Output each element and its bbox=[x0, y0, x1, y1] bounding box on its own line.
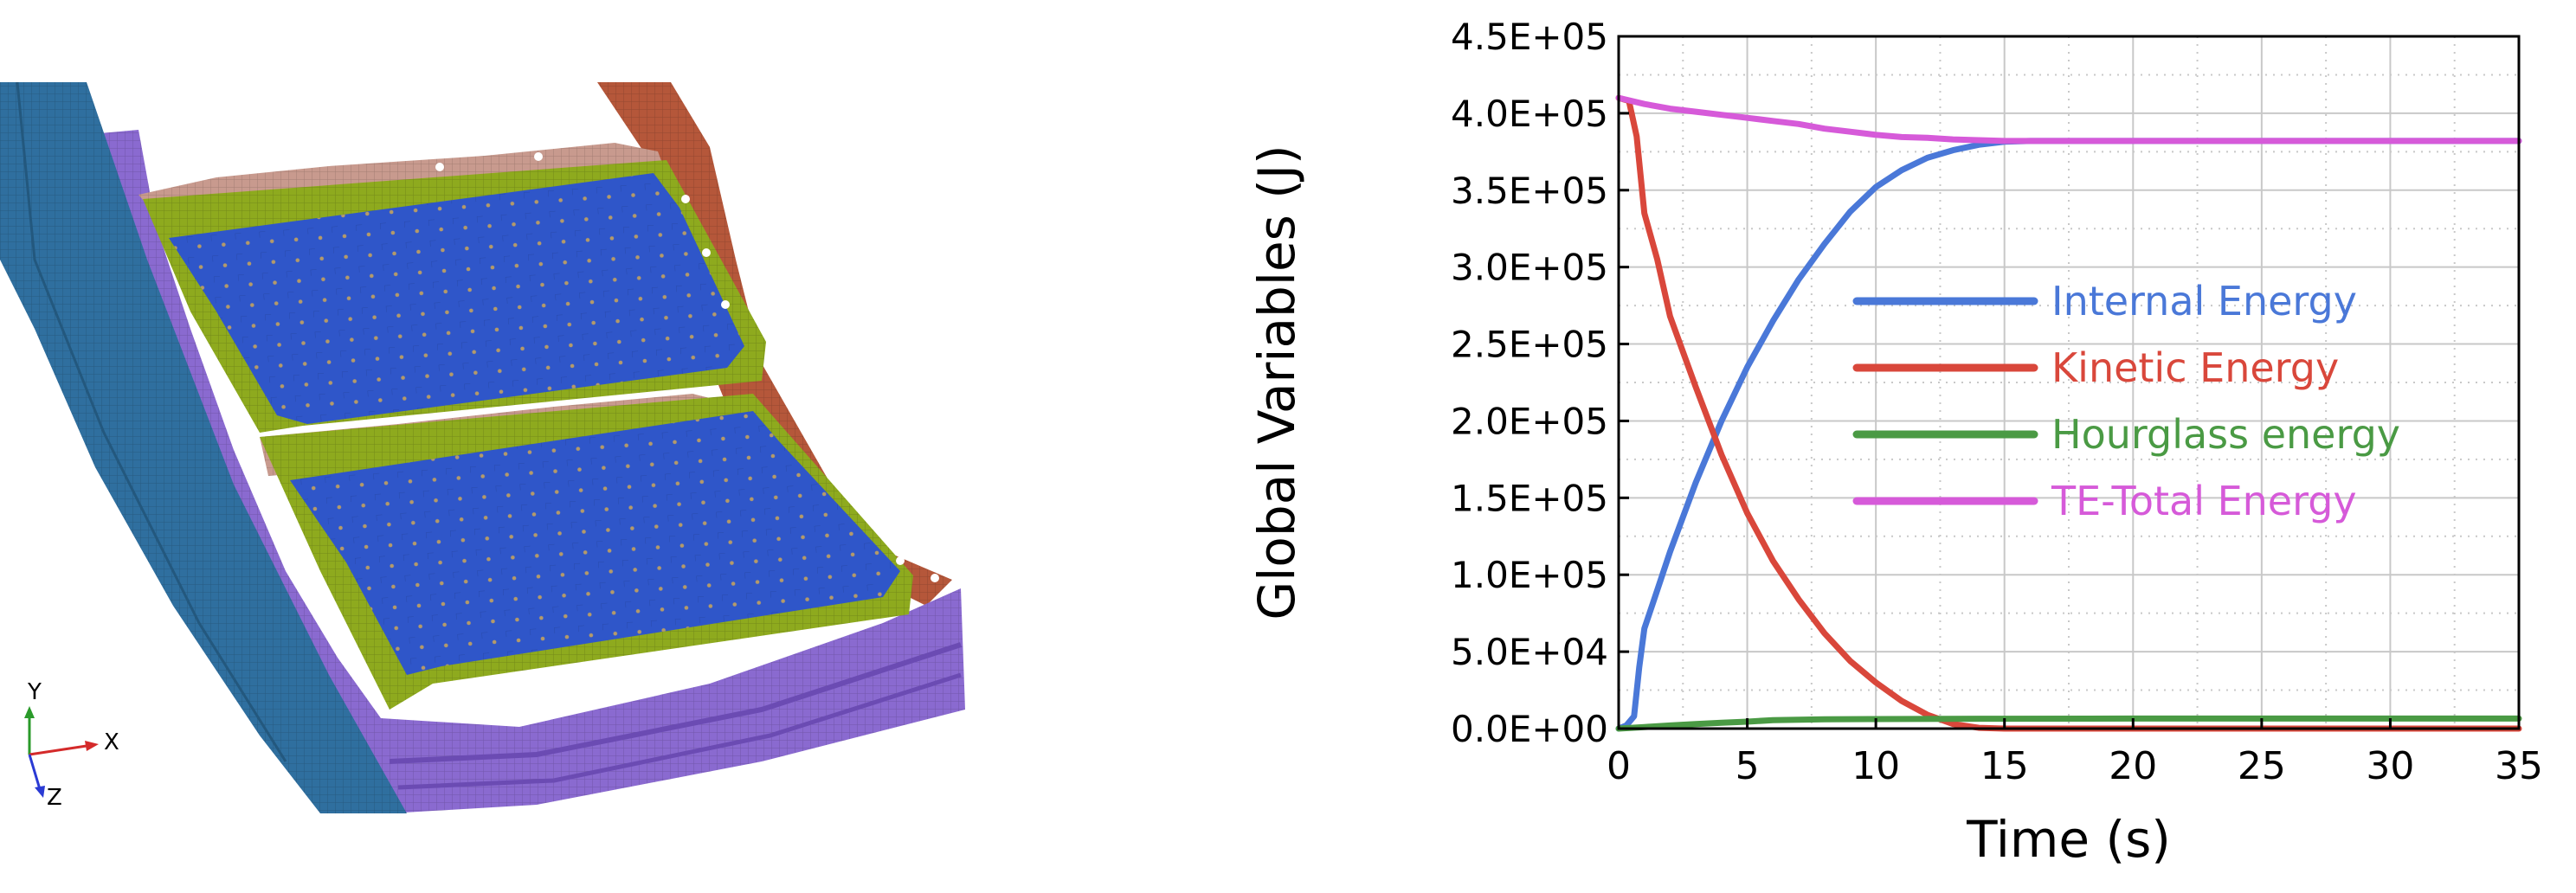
triad-z-axis bbox=[28, 754, 42, 790]
plot-frame bbox=[1617, 35, 2521, 730]
x-tick-label: 0 bbox=[1607, 744, 1631, 788]
energy-chart-svg: 0 5 10 15 20 25 30 35 0.0E+00 5.0E+04 1.0E+05 1.5E… bbox=[1247, 16, 2543, 869]
triad-y-arrow bbox=[24, 706, 35, 718]
triad-x-label: X bbox=[104, 729, 119, 755]
legend-label: Hourglass energy bbox=[2051, 411, 2400, 458]
y-axis-ticks: 0.0E+00 5.0E+04 1.0E+05 1.5E+05 2.0E+05 2.5E+… bbox=[1451, 16, 1629, 750]
y-tick-label: 1.0E+05 bbox=[1451, 554, 1608, 596]
series-line-te-total-energy bbox=[1615, 94, 2522, 145]
upper-battery-mat bbox=[169, 173, 744, 424]
frame-bolt-holes bbox=[435, 152, 939, 582]
triad-y-label: Y bbox=[27, 679, 42, 705]
legend-label: Internal Energy bbox=[2051, 278, 2357, 324]
lower-battery-mat bbox=[290, 411, 900, 675]
x-tick-label: 5 bbox=[1736, 744, 1760, 788]
y-tick-label: 3.5E+05 bbox=[1451, 170, 1608, 212]
y-tick-label: 3.0E+05 bbox=[1451, 247, 1608, 289]
steel-rail bbox=[0, 81, 407, 813]
x-tick-label: 10 bbox=[1852, 744, 1900, 788]
axis-triad: Y X Z bbox=[24, 679, 119, 811]
x-axis-title: Time (s) bbox=[1966, 810, 2171, 869]
energy-chart: 0 5 10 15 20 25 30 35 0.0E+00 5.0E+04 1.0E+05 1.5E… bbox=[1212, 0, 2576, 890]
y-tick-label: 0.0E+00 bbox=[1451, 708, 1608, 750]
fe-model-render: Y X Z bbox=[0, 81, 965, 813]
x-axis-ticks: 0 5 10 15 20 25 30 35 bbox=[1607, 718, 2543, 788]
x-tick-label: 30 bbox=[2366, 744, 2414, 788]
y-axis-title: Global Variables (J) bbox=[1247, 145, 1306, 620]
legend-label: Kinetic Energy bbox=[2051, 344, 2339, 391]
x-tick-label: 20 bbox=[2109, 744, 2157, 788]
triad-z-arrow bbox=[35, 786, 45, 798]
chart-series bbox=[1615, 94, 2522, 732]
triad-z-label: Z bbox=[47, 785, 62, 811]
triad-x-arrow bbox=[85, 741, 99, 751]
y-tick-label: 4.0E+05 bbox=[1451, 93, 1608, 135]
chart-legend: Internal Energy Kinetic Energy Hourglass e… bbox=[1852, 278, 2400, 524]
triad-x-axis bbox=[29, 744, 87, 756]
y-tick-label: 1.5E+05 bbox=[1451, 477, 1608, 519]
y-tick-label: 5.0E+04 bbox=[1451, 631, 1608, 673]
x-tick-label: 25 bbox=[2238, 744, 2286, 788]
legend-label: TE-Total Energy bbox=[2051, 478, 2357, 524]
fe-model-viewport[interactable]: Y X Z bbox=[0, 0, 1039, 890]
y-tick-label: 2.5E+05 bbox=[1451, 324, 1608, 366]
y-tick-label: 2.0E+05 bbox=[1451, 400, 1608, 442]
x-tick-label: 35 bbox=[2495, 744, 2543, 788]
x-tick-label: 15 bbox=[1980, 744, 2029, 788]
series-line-hourglass-energy bbox=[1615, 715, 2522, 732]
y-tick-label: 4.5E+05 bbox=[1451, 16, 1608, 58]
